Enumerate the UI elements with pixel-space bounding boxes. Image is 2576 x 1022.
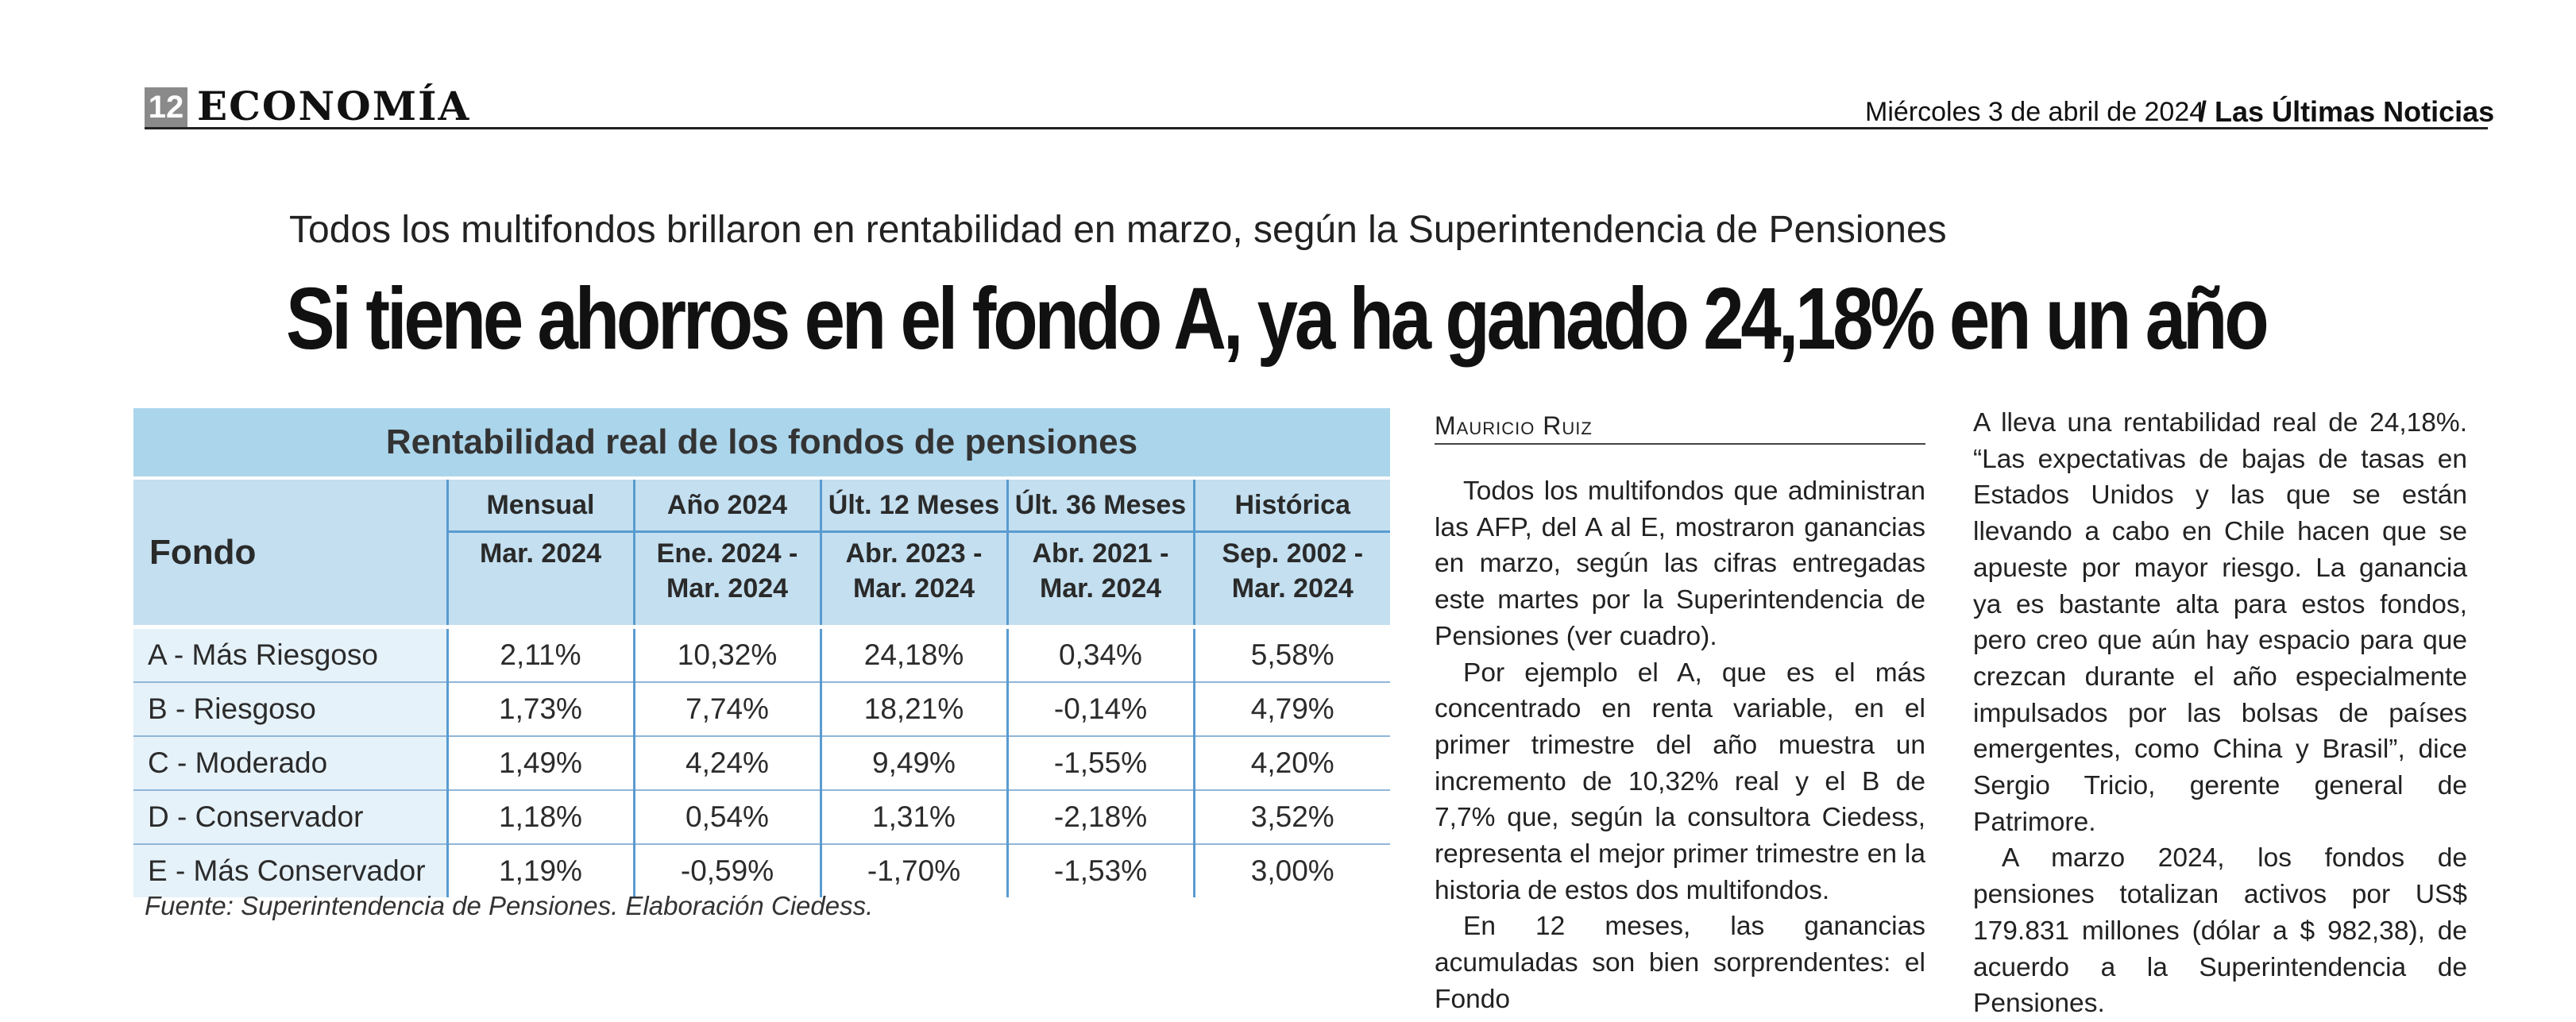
column-period: Mar. 2024 [447,531,635,627]
fondo-name: C - Moderado [133,735,449,790]
table-row: C - Moderado 1,49% 4,24% 9,49% -1,55% 4,… [133,735,1390,790]
body-paragraph: Todos los multifondos que administran la… [1435,476,1925,651]
column-header: Últ. 36 Meses [1007,480,1195,533]
article-headline: Si tiene ahorros en el fondo A, ya ha ga… [286,270,2269,368]
table-cell: 24,18% [821,625,1009,682]
table-cell: 3,00% [1194,843,1390,897]
table-row: B - Riesgoso 1,73% 7,74% 18,21% -0,14% 4… [133,681,1390,736]
header-separator: / [2199,95,2207,128]
body-paragraph: A marzo 2024, los fondos de pensiones to… [1973,843,2467,1019]
body-paragraph: En 12 meses, las ganancias acumuladas so… [1435,912,1925,1014]
table-cell: -1,55% [1007,735,1195,790]
column-header: Año 2024 [634,480,822,533]
section-title: ECONOMÍA [197,83,471,129]
column-period: Ene. 2024 - Mar. 2024 [634,531,822,627]
table-row: E - Más Conservador 1,19% -0,59% -1,70% … [133,843,1390,897]
fondo-column-header: Fondo [133,480,449,627]
table-cell: 1,19% [447,843,635,897]
table-source-note: Fuente: Superintendencia de Pensiones. E… [145,891,874,920]
article-column-2: A lleva una rentabilidad real de 24,18%.… [1973,405,2467,1022]
table-cell: 18,21% [821,681,1009,736]
body-paragraph: A lleva una rentabilidad real de 24,18%.… [1973,408,2467,837]
table-row: A - Más Riesgoso 2,11% 10,32% 24,18% 0,3… [133,625,1390,682]
table-cell: 2,11% [447,625,635,682]
header-divider [145,127,2488,129]
byline-divider [1435,443,1925,445]
column-header: Histórica [1194,480,1390,533]
column-period: Sep. 2002 - Mar. 2024 [1194,531,1390,627]
table-cell: 9,49% [821,735,1009,790]
publication-date: Miércoles 3 de abril de 2024 [1865,97,2205,127]
table-row: D - Conservador 1,18% 0,54% 1,31% -2,18%… [133,789,1390,844]
body-paragraph: Por ejemplo el A, que es el más concentr… [1435,658,1925,905]
newspaper-name: / Las Últimas Noticias [2199,95,2494,129]
table-cell: -0,14% [1007,681,1195,736]
table-cell: 3,52% [1194,789,1390,844]
column-period: Abr. 2021 - Mar. 2024 [1007,531,1195,627]
table-title: Rentabilidad real de los fondos de pensi… [133,408,1390,476]
table-cell: 0,34% [1007,625,1195,682]
table-cell: 4,24% [634,735,822,790]
fondo-name: A - Más Riesgoso [133,625,449,682]
table-cell: 0,54% [634,789,822,844]
table-cell: 7,74% [634,681,822,736]
table-cell: 1,18% [447,789,635,844]
table-cell: 5,58% [1194,625,1390,682]
table-cell: 1,31% [821,789,1009,844]
column-header: Últ. 12 Meses [821,480,1009,533]
table-cell: -2,18% [1007,789,1195,844]
table-cell: 4,79% [1194,681,1390,736]
page-number: 12 [145,87,187,127]
article-column-1: Todos los multifondos que administran la… [1435,473,1925,1018]
article-kicker: Todos los multifondos brillaron en renta… [289,209,1947,251]
pension-returns-table: Rentabilidad real de los fondos de pensi… [133,408,1390,935]
newspaper-title: Las Últimas Noticias [2215,95,2495,128]
fondo-name: D - Conservador [133,789,449,844]
returns-grid: Fondo Mensual Año 2024 Últ. 12 Meses Últ… [133,480,1390,897]
table-cell: 4,20% [1194,735,1390,790]
table-cell: -1,53% [1007,843,1195,897]
column-period: Abr. 2023 - Mar. 2024 [821,531,1009,627]
fondo-name: E - Más Conservador [133,843,449,897]
byline: Mauricio Ruiz [1435,411,1593,440]
table-cell: 1,73% [447,681,635,736]
table-cell: -0,59% [634,843,822,897]
table-cell: 1,49% [447,735,635,790]
table-cell: 10,32% [634,625,822,682]
table-cell: -1,70% [821,843,1009,897]
column-header: Mensual [447,480,635,533]
fondo-name: B - Riesgoso [133,681,449,736]
